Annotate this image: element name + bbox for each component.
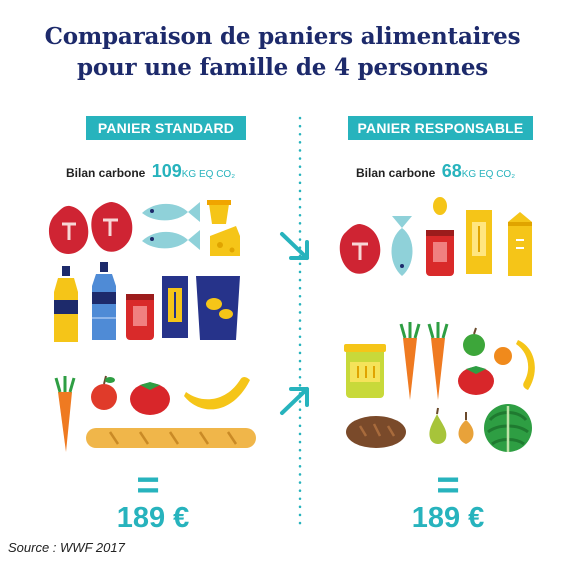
price-responsable: 189 € xyxy=(411,502,485,534)
bilan-standard-label: Bilan carbone xyxy=(66,166,146,180)
baguette-icon xyxy=(86,428,256,448)
fish-icon xyxy=(142,202,200,222)
onion-icon xyxy=(458,412,474,444)
yogurt-icon xyxy=(207,200,231,224)
pasta-box-icon xyxy=(162,276,188,338)
bilan-standard-value: 109 xyxy=(151,161,182,181)
corn-jar-icon xyxy=(344,344,386,398)
banana-icon xyxy=(516,340,535,390)
carrot-icon xyxy=(54,376,76,452)
orange-icon xyxy=(494,347,512,365)
arrow-icon xyxy=(280,232,309,260)
cheese-icon xyxy=(210,226,240,256)
pear-icon xyxy=(429,407,447,444)
milk-carton-icon xyxy=(508,212,532,276)
bread-icon xyxy=(346,416,406,448)
equals-sign-standard: = xyxy=(136,463,160,507)
badge-standard: PANIER STANDARD xyxy=(86,116,246,140)
tomato-icon xyxy=(458,366,494,395)
bilan-standard: Bilan carbone 109KG EQ CO₂ xyxy=(66,158,235,184)
bilan-responsable-unit: KG EQ CO₂ xyxy=(461,169,516,180)
equals-sign-responsable: = xyxy=(436,463,460,507)
badge-responsable: PANIER RESPONSABLE xyxy=(348,116,533,140)
arrow-icon xyxy=(280,387,309,415)
can-icon xyxy=(426,230,454,276)
tomato-icon xyxy=(130,382,170,415)
apple-icon xyxy=(91,375,117,410)
apple-icon xyxy=(463,327,485,356)
banana-icon xyxy=(184,377,250,410)
bilan-responsable-value: 68 xyxy=(441,161,462,181)
steak-icon xyxy=(91,202,133,252)
title-line-2: pour une famille de 4 personnes xyxy=(76,54,489,81)
soda-bottle-icon xyxy=(54,266,78,342)
chips-bag-icon xyxy=(196,276,240,340)
lettuce-icon xyxy=(484,404,532,452)
steak-icon xyxy=(48,205,89,255)
fish-icon xyxy=(142,230,200,250)
steak-icon xyxy=(339,224,381,274)
title-line-1: Comparaison de paniers alimentaires xyxy=(44,23,521,50)
pasta-box-icon xyxy=(466,210,492,274)
bilan-responsable: Bilan carbone 68KG EQ CO₂ xyxy=(356,158,515,184)
egg-icon xyxy=(433,197,447,215)
carrot-icon xyxy=(427,322,449,400)
water-bottle-icon xyxy=(92,262,116,340)
source-note: Source : WWF 2017 xyxy=(8,540,125,555)
can-icon xyxy=(126,294,154,340)
bilan-responsable-label: Bilan carbone xyxy=(356,166,436,180)
fish-icon xyxy=(391,216,413,276)
carrot-icon xyxy=(399,322,421,400)
price-standard: 189 € xyxy=(116,502,190,534)
bilan-standard-unit: KG EQ CO₂ xyxy=(181,169,236,180)
